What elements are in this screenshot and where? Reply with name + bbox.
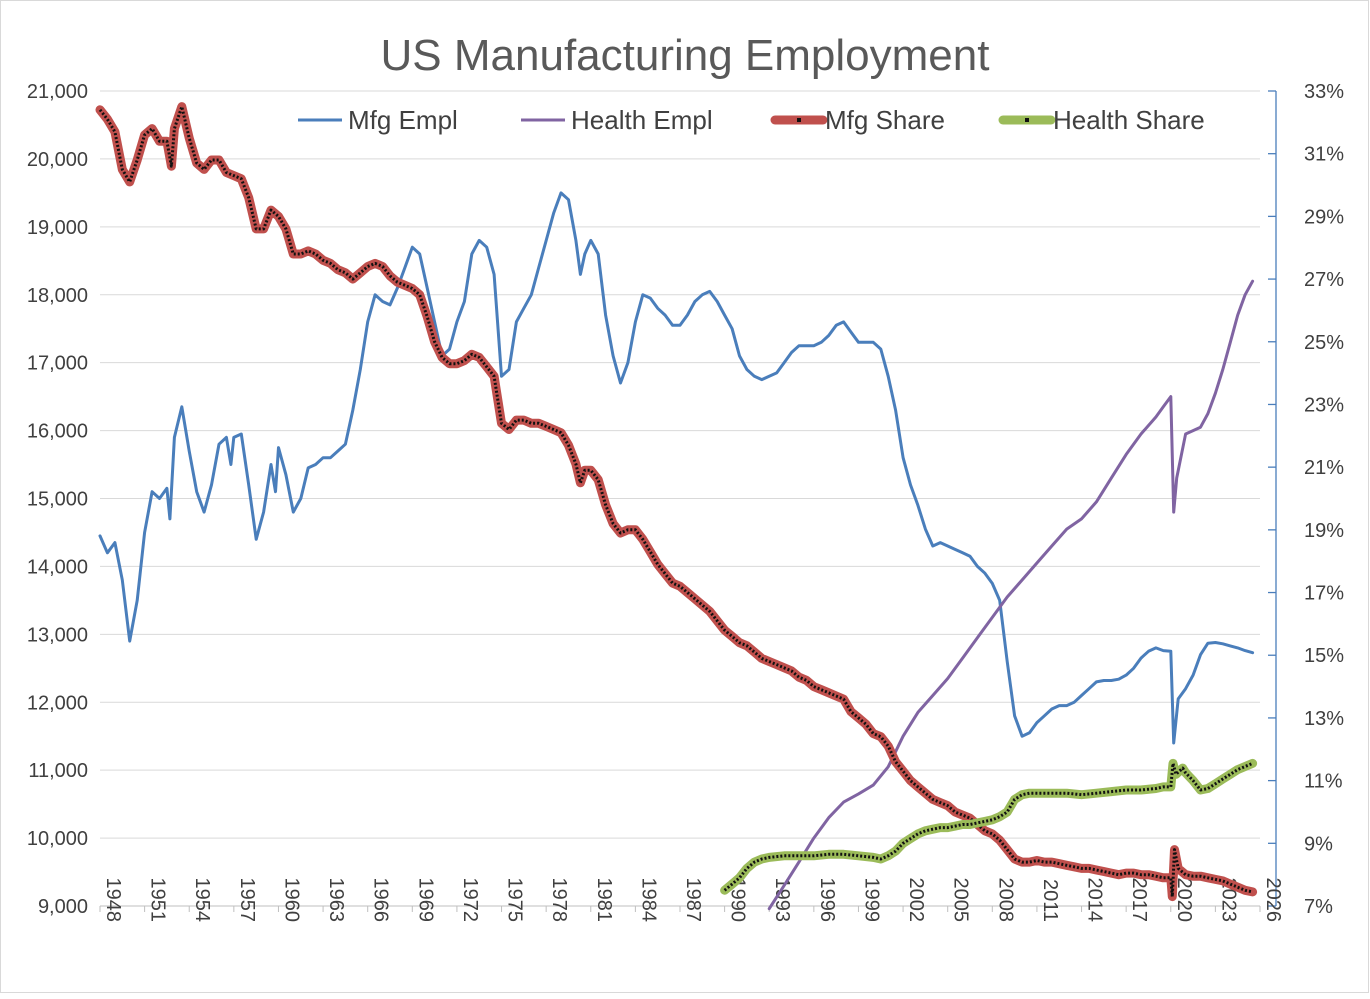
- y-tick-label: 18,000: [27, 285, 88, 307]
- y-tick-label: 16,000: [27, 421, 88, 443]
- y-tick-label: 20,000: [27, 149, 88, 171]
- legend-marker: [797, 118, 801, 122]
- y2-tick-label: 21%: [1304, 457, 1344, 479]
- x-tick-label: 1957: [236, 878, 258, 923]
- series-marker-trail-mfg-share: [98, 105, 1253, 899]
- y-tick-label: 12,000: [27, 692, 88, 714]
- legend: Mfg Empl Health Empl Mfg Share Health Share: [298, 105, 1205, 135]
- x-tick-label: 1951: [147, 878, 169, 923]
- series-marker-trail-health-share: [723, 761, 1254, 892]
- y-tick-label: 11,000: [28, 760, 88, 782]
- x-tick-label: 1996: [816, 878, 838, 923]
- legend-item-health-empl: Health Empl: [521, 105, 713, 135]
- y2-tick-label: 31%: [1304, 144, 1344, 166]
- legend-label: Mfg Empl: [348, 105, 458, 135]
- x-tick-label: 1966: [370, 878, 392, 923]
- axes: [99, 90, 1277, 912]
- y2-tick-label: 11%: [1304, 771, 1343, 793]
- x-tick-label: 2020: [1173, 878, 1195, 923]
- x-tick-label: 2026: [1262, 878, 1284, 923]
- x-tick-label: 1975: [504, 878, 526, 923]
- series-layer: [95, 102, 1258, 911]
- x-tick-label: 2005: [950, 878, 972, 923]
- x-tick-label: 1972: [459, 878, 481, 923]
- gridlines: [100, 90, 1260, 907]
- y2-tick-label: 29%: [1304, 206, 1344, 228]
- y-axis-tick-labels: 9,000 10,000 11,000 12,000 13,000 14,000 15,00…: [27, 81, 88, 918]
- y2-tick-label: 7%: [1304, 896, 1333, 918]
- x-tick-label: 1978: [548, 878, 570, 923]
- legend-label: Health Empl: [571, 105, 713, 135]
- x-tick-label: 1954: [191, 878, 213, 923]
- y-tick-label: 19,000: [27, 217, 88, 239]
- y2-tick-label: 33%: [1304, 81, 1344, 103]
- y-tick-label: 14,000: [27, 556, 88, 578]
- y2-tick-label: 27%: [1304, 269, 1344, 291]
- y-tick-label: 21,000: [27, 81, 88, 103]
- x-tick-label: 1948: [102, 878, 124, 923]
- series-line-mfg-empl: [98, 191, 1255, 745]
- y-tick-label: 15,000: [27, 489, 88, 511]
- legend-label: Health Share: [1053, 105, 1205, 135]
- legend-item-mfg-empl: Mfg Empl: [298, 105, 458, 135]
- x-tick-label: 2014: [1084, 878, 1106, 923]
- legend-marker: [1025, 118, 1029, 122]
- x-tick-label: 1993: [771, 878, 793, 923]
- legend-label: Mfg Share: [825, 105, 945, 135]
- y2-tick-label: 9%: [1304, 833, 1333, 855]
- y-tick-label: 10,000: [27, 828, 88, 850]
- legend-item-health-share: Health Share: [998, 105, 1205, 135]
- legend-item-mfg-share: Mfg Share: [770, 105, 945, 135]
- y2-tick-label: 13%: [1304, 708, 1344, 730]
- x-tick-label: 1969: [414, 878, 436, 923]
- series-line-health-empl: [767, 279, 1255, 911]
- x-tick-label: 1981: [593, 878, 615, 923]
- x-tick-label: 1963: [325, 878, 347, 923]
- x-tick-label: 2002: [905, 878, 927, 923]
- x-tick-label: 1987: [682, 878, 704, 923]
- y2-tick-label: 23%: [1304, 394, 1344, 416]
- x-tick-label: 2008: [994, 878, 1016, 923]
- x-tick-label: 2017: [1128, 878, 1150, 923]
- y-tick-label: 13,000: [27, 624, 88, 646]
- y2-tick-label: 17%: [1304, 583, 1344, 605]
- y-tick-label: 17,000: [27, 353, 88, 375]
- y2-axis-tick-labels: 7% 9% 11% 13% 15% 17% 19% 21% 23% 25% 27% 29% 31% 33%: [1304, 81, 1344, 918]
- x-tick-label: 1999: [860, 878, 882, 923]
- y-tick-label: 9,000: [38, 896, 88, 918]
- x-tick-label: 2011: [1039, 879, 1061, 922]
- x-tick-label: 1960: [280, 878, 302, 923]
- chart-title: US Manufacturing Employment: [381, 31, 990, 80]
- x-tick-label: 1984: [637, 878, 659, 923]
- y2-tick-label: 15%: [1304, 645, 1344, 667]
- y2-tick-label: 25%: [1304, 332, 1344, 354]
- y2-tick-label: 19%: [1304, 520, 1344, 542]
